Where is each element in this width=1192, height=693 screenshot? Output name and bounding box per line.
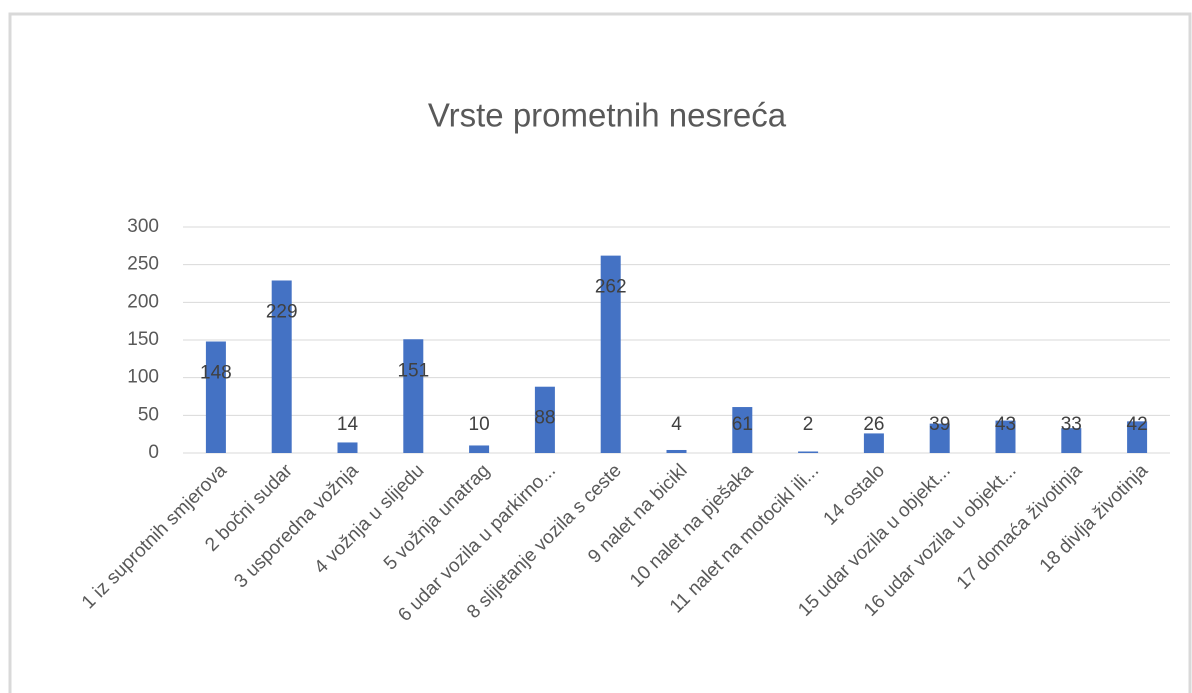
bar [666,449,687,453]
data-label: 42 [1127,414,1148,435]
data-label: 148 [200,363,232,384]
bar [995,420,1016,453]
bar [1061,428,1082,453]
x-tick-label: 4 vožnja u slijedu [310,460,428,578]
y-tick-label: 150 [127,329,159,350]
y-tick-label: 100 [127,367,159,388]
data-label: 43 [995,414,1016,435]
bar [205,341,226,453]
data-label: 26 [863,414,884,435]
y-tick-label: 250 [127,254,159,275]
chart-title: Vrste prometnih nesreća [428,97,787,134]
bar [403,339,424,453]
data-label: 2 [803,414,814,435]
bar [271,280,292,453]
data-label: 88 [534,408,555,429]
x-tick-label: 3 usporedna vožnja [230,460,362,592]
bar [732,407,753,453]
y-tick-label: 0 [148,442,159,463]
data-label: 14 [337,414,359,435]
bar [929,423,950,453]
data-label: 10 [469,414,490,435]
bar [534,386,555,453]
y-tick-label: 300 [127,216,159,237]
chart-border [8,12,1192,693]
y-tick-label: 200 [127,291,159,312]
data-label: 33 [1061,414,1082,435]
x-tick-label: 14 ostalo [820,460,889,529]
bar [337,442,358,453]
data-label: 262 [595,277,627,298]
bar [863,433,884,453]
data-label: 61 [732,414,753,435]
data-label: 151 [397,360,429,381]
x-tick-label: 17 domaća životinja [953,460,1087,594]
x-tick-label: 10 nalet na pješaka [626,460,758,592]
data-label: 229 [266,302,298,323]
bar [798,451,819,453]
bar [469,445,490,453]
data-label: 39 [929,414,950,435]
bar [1127,421,1148,453]
data-label: 4 [671,414,682,435]
y-tick-label: 50 [138,404,159,425]
bar [600,255,621,453]
